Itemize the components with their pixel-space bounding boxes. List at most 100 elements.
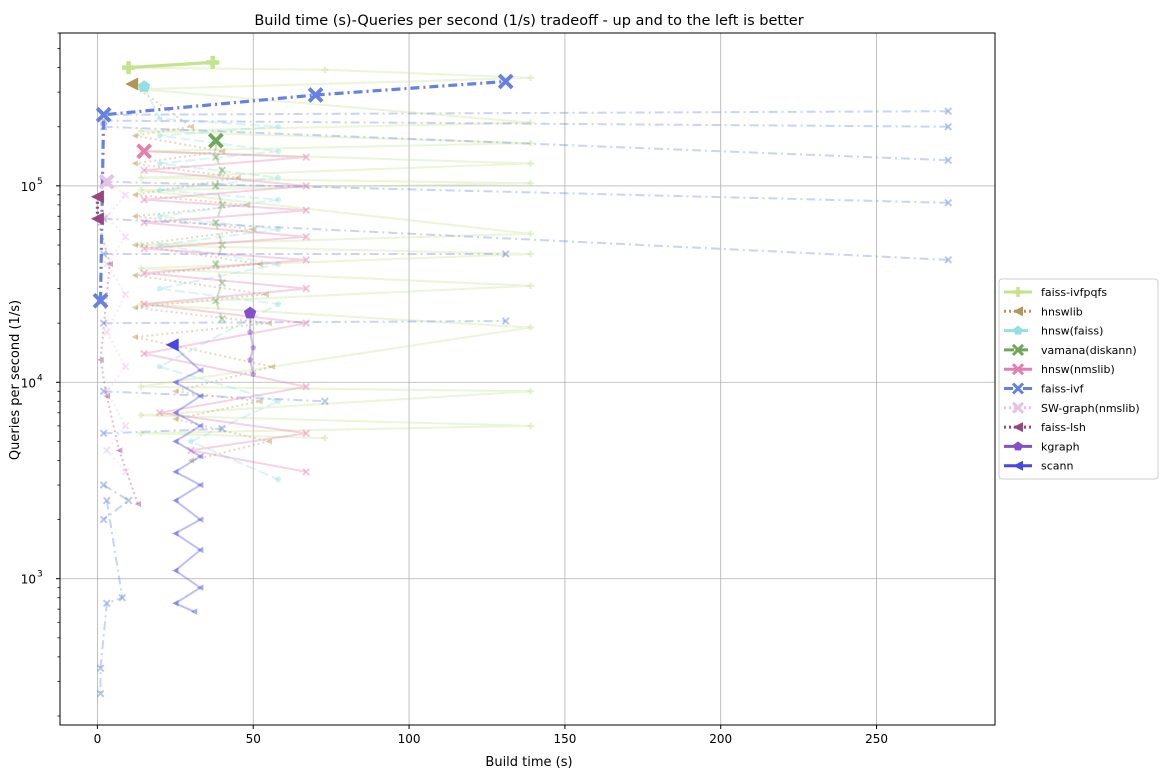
faint-point-faiss-ivf <box>944 198 953 207</box>
faint-point-vamana(diskann) <box>211 296 220 305</box>
faint-point-scann <box>197 453 204 460</box>
faint-point-faiss-ivfpqfs <box>137 300 145 308</box>
faint-point-faiss-ivfpqfs <box>321 434 329 442</box>
series-line-faiss-ivfpqfs <box>128 60 213 70</box>
faint-point-hnsw(faiss) <box>275 260 282 267</box>
faint-point-hnsw(nmslib) <box>302 319 311 328</box>
faint-point-scann <box>197 392 204 400</box>
legend-marker-hnsw(nmslib) <box>1011 363 1025 376</box>
faint-point-faiss-ivf <box>944 156 953 165</box>
faint-point-hnsw(nmslib) <box>140 244 149 253</box>
legend: faiss-ivfpqfs hnswlib hnsw(faiss) vamana(di… <box>998 278 1159 480</box>
faint-point-faiss-ivfpqfs <box>527 250 534 258</box>
faint-point-hnsw(faiss) <box>275 300 282 307</box>
faint-point-hnsw(faiss) <box>275 123 282 130</box>
legend-label: faiss-ivf <box>1041 383 1085 396</box>
series-point-hnsw(nmslib) <box>136 143 153 160</box>
faint-point-hnswlib <box>131 304 138 311</box>
faint-point-hnsw(nmslib) <box>140 195 149 204</box>
faint-point-SW-graph(nmslib) <box>121 362 130 371</box>
faint-point-SW-graph(nmslib) <box>121 421 130 430</box>
faint-point-hnsw(nmslib) <box>302 153 311 162</box>
legend-marker-hnsw(faiss) <box>1013 325 1023 335</box>
faint-point-scann <box>197 584 204 591</box>
series-point-faiss-lsh <box>90 190 104 204</box>
faint-point-hnsw(nmslib) <box>302 284 311 293</box>
faint-point-hnswlib <box>262 291 269 298</box>
faint-point-hnsw(faiss) <box>156 115 163 122</box>
faint-point-faiss-ivf <box>102 496 111 505</box>
series-point-faiss-ivf <box>95 106 112 123</box>
legend-label: hnsw(nmslib) <box>1041 363 1115 376</box>
legend-label: faiss-ivfpqfs <box>1041 286 1107 299</box>
faint-line-faiss-ivf <box>103 119 949 128</box>
faint-point-SW-graph(nmslib) <box>102 212 111 221</box>
faint-point-hnswlib <box>172 415 179 423</box>
faint-point-faiss-ivfpqfs <box>527 180 534 187</box>
faint-point-faiss-ivf <box>501 317 510 325</box>
faint-point-scann <box>172 409 179 416</box>
faint-point-faiss-ivfpqfs <box>321 66 329 73</box>
faint-point-vamana(diskann) <box>218 315 226 323</box>
faint-point-hnswlib <box>131 333 138 341</box>
legend-label: scann <box>1041 460 1073 473</box>
faint-point-hnsw(faiss) <box>156 213 163 219</box>
series-point-faiss-ivf <box>92 292 109 309</box>
faint-point-scann <box>172 438 179 445</box>
faint-series-layer <box>94 64 953 698</box>
faint-point-faiss-ivf <box>218 424 226 433</box>
legend-marker-SW-graph(nmslib) <box>1011 401 1025 414</box>
faint-line-scann <box>171 344 203 613</box>
faint-point-hnsw(faiss) <box>156 160 163 167</box>
faint-point-faiss-ivfpqfs <box>527 139 534 147</box>
faint-point-faiss-ivfpqfs <box>527 282 534 289</box>
faint-point-hnswlib <box>265 438 273 445</box>
faint-line-faiss-ivf <box>103 125 949 162</box>
faint-point-scann <box>172 468 179 476</box>
faint-point-hnswlib <box>131 241 138 249</box>
faint-point-hnsw(faiss) <box>275 174 282 181</box>
y-tick-exponent: 3 <box>37 570 43 580</box>
legend-box <box>998 278 1159 480</box>
faint-point-vamana(diskann) <box>218 201 226 209</box>
faint-point-hnsw(faiss) <box>156 241 163 248</box>
faint-point-hnswlib <box>243 201 251 209</box>
faint-point-hnsw(faiss) <box>156 187 163 193</box>
legend-label: faiss-lsh <box>1041 421 1086 434</box>
series-point-faiss-lsh <box>90 212 104 226</box>
faint-point-kgraph <box>247 356 254 363</box>
y-tick-exponent: 4 <box>37 373 43 383</box>
x-tick-label: 100 <box>398 732 421 746</box>
faint-point-faiss-lsh <box>97 356 104 364</box>
faint-point-hnsw(nmslib) <box>140 166 149 175</box>
faint-line-vamana(diskann) <box>214 140 224 320</box>
faint-point-scann <box>172 530 179 537</box>
faint-point-vamana(diskann) <box>211 153 220 162</box>
faint-point-hnsw(nmslib) <box>302 467 311 476</box>
x-tick-label: 50 <box>246 732 261 746</box>
faint-point-scann <box>190 608 198 615</box>
y-tick-exponent: 5 <box>37 177 43 187</box>
faint-point-hnswlib <box>131 272 138 279</box>
faint-point-faiss-ivfpqfs <box>137 241 145 249</box>
faint-line-faiss-ivf <box>103 217 949 261</box>
faint-point-hnswlib <box>218 148 226 155</box>
faint-point-faiss-ivfpqfs <box>527 388 534 395</box>
faint-point-faiss-ivf <box>99 429 108 438</box>
series-point-faiss-ivfpqfs <box>206 55 220 69</box>
faint-point-faiss-ivf <box>102 599 111 608</box>
faint-point-hnsw(faiss) <box>156 132 163 139</box>
x-tick-label: 150 <box>553 732 576 746</box>
faint-point-scann <box>172 379 179 386</box>
y-axis-label: Queries per second (1/s) <box>8 300 23 460</box>
series-point-faiss-ivf <box>307 87 324 103</box>
y-tick-label: 10 <box>21 573 36 587</box>
faint-point-faiss-ivf <box>96 689 105 698</box>
faint-line-faiss-ivf <box>103 180 949 204</box>
faint-point-hnswlib <box>131 132 138 139</box>
faint-point-hnswlib <box>250 226 257 233</box>
faint-point-hnswlib <box>187 457 195 464</box>
legend-marker-vamana(diskann) <box>1011 343 1025 356</box>
